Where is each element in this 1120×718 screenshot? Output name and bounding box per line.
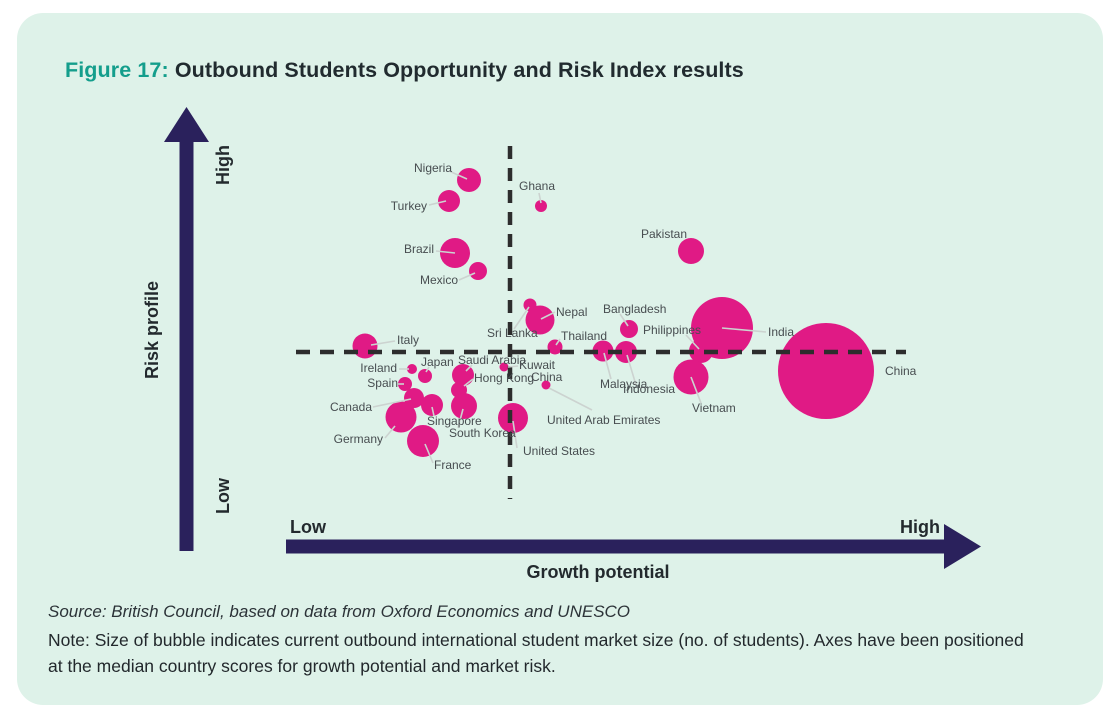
leader-united-states [512, 420, 518, 449]
leader-france [424, 443, 434, 464]
label-france: France [434, 458, 472, 472]
bubble-malaysia [592, 340, 614, 362]
label-sri-lanka: Sri Lanka [487, 326, 538, 340]
leader-saudi-arabia [465, 364, 473, 372]
leader-indonesia [626, 354, 637, 386]
leader-india [721, 327, 767, 333]
figure-number: Figure 17: [65, 58, 169, 82]
bubble-pakistan [678, 238, 704, 264]
leader-kuwait [507, 365, 519, 368]
label-pakistan: Pakistan [641, 227, 687, 241]
bubble-china [778, 323, 874, 419]
leader-brazil [435, 250, 456, 254]
bubble-united-states [498, 403, 528, 433]
bubble-south-korea [451, 393, 477, 419]
label-vietnam: Vietnam [692, 401, 736, 415]
leader-thailand [555, 338, 561, 346]
leader-united-arab-emirates [548, 387, 593, 411]
y-axis-arrow [164, 107, 209, 551]
label-china: China [885, 364, 917, 378]
bubbles-layer [352, 168, 874, 457]
bubble-thailand [547, 339, 563, 355]
leader-germany [384, 425, 396, 439]
label-india: India [768, 325, 794, 339]
bubble-chart-svg: Nigeria Turkey Ghana Brazil Mexico Pakistan Sr… [142, 107, 981, 582]
leader-vietnam [690, 376, 702, 404]
bubble-ghana [535, 200, 547, 212]
bubble-france [407, 425, 439, 457]
label-japan: Japan [421, 355, 454, 369]
label-germany: Germany [334, 432, 383, 446]
label-turkey: Turkey [391, 199, 427, 213]
label-ireland: Ireland [360, 361, 397, 375]
label-united-arab-emirates: United Arab Emirates [547, 413, 660, 427]
label-spain: Spain [367, 376, 398, 390]
bubble-bangladesh [620, 320, 638, 338]
figure-title: Figure 17: Outbound Students Opportunity… [65, 58, 744, 83]
label-ghana: Ghana [519, 179, 555, 193]
label-malaysia: Malaysia [600, 377, 648, 391]
leader-canada [372, 398, 412, 408]
figure-title-text: Outbound Students Opportunity and Risk I… [174, 58, 744, 82]
leader-bangladesh [619, 313, 629, 327]
label-nepal: Nepal [556, 305, 587, 319]
leader-italy [370, 340, 396, 346]
leader-singapore [431, 406, 435, 417]
leader-south-korea [457, 408, 464, 429]
label-mexico: Mexico [420, 273, 458, 287]
y-axis-title: Risk profile [142, 281, 162, 379]
x-axis-low-label: Low [290, 517, 327, 537]
note-text: Note: Size of bubble indicates current o… [48, 630, 1024, 676]
median-lines-layer [296, 146, 906, 499]
label-kuwait: Kuwait [519, 358, 556, 372]
x-axis-title: Growth potential [527, 562, 670, 582]
label-singapore: Singapore [427, 414, 482, 428]
bubble-indonesia [615, 341, 637, 363]
x-axis-high-label: High [900, 517, 940, 537]
bubble-nepal [525, 305, 555, 335]
leader-philippines [685, 334, 700, 350]
bubble-germany [385, 401, 417, 433]
label-nigeria: Nigeria [414, 161, 452, 175]
bubble-united-arab-emirates [541, 380, 551, 390]
bubble-mexico [469, 262, 487, 280]
bubble-spain [398, 377, 412, 391]
label-bangladesh: Bangladesh [603, 302, 666, 316]
label-hong-kong: Hong Kong [474, 371, 534, 385]
source-text: Source: British Council, based on data f… [48, 602, 631, 621]
leader-mexico [458, 272, 476, 281]
country-labels-layer: Nigeria Turkey Ghana Brazil Mexico Pakistan Sr… [330, 161, 917, 472]
bubble-singapore [421, 394, 443, 416]
bubble-japan [418, 369, 432, 383]
label-brazil: Brazil [404, 242, 434, 256]
bubble-canada [404, 388, 424, 408]
label-south-korea: South Korea [449, 426, 516, 440]
bubble-italy [352, 333, 378, 359]
leader-nepal [540, 311, 556, 320]
x-axis-arrow [286, 524, 981, 569]
label-italy: Italy [397, 333, 419, 347]
label-thailand: Thailand [561, 329, 607, 343]
extra-label-china: China [531, 370, 563, 384]
label-canada: Canada [330, 400, 372, 414]
bubble-turkey [438, 190, 460, 212]
bubble-nigeria [457, 168, 481, 192]
bubble-ireland [407, 364, 417, 374]
label-indonesia: Indonesia [623, 382, 675, 396]
leader-hong-kong [463, 378, 474, 387]
label-united-states: United States [523, 444, 595, 458]
label-philippines: Philippines [643, 323, 701, 337]
leader-lines-layer [370, 170, 767, 464]
bubble-kuwait [499, 362, 509, 372]
leader-ghana [538, 192, 542, 204]
leader-nigeria [448, 170, 468, 180]
leader-sri-lanka [513, 306, 530, 330]
y-axis-low-label: Low [213, 477, 233, 514]
leader-turkey [428, 200, 447, 206]
y-axis-high-label: High [213, 145, 233, 185]
leader-malaysia [603, 352, 612, 380]
leader-japan [425, 366, 430, 373]
label-saudi-arabia: Saudi Arabia [458, 353, 526, 367]
